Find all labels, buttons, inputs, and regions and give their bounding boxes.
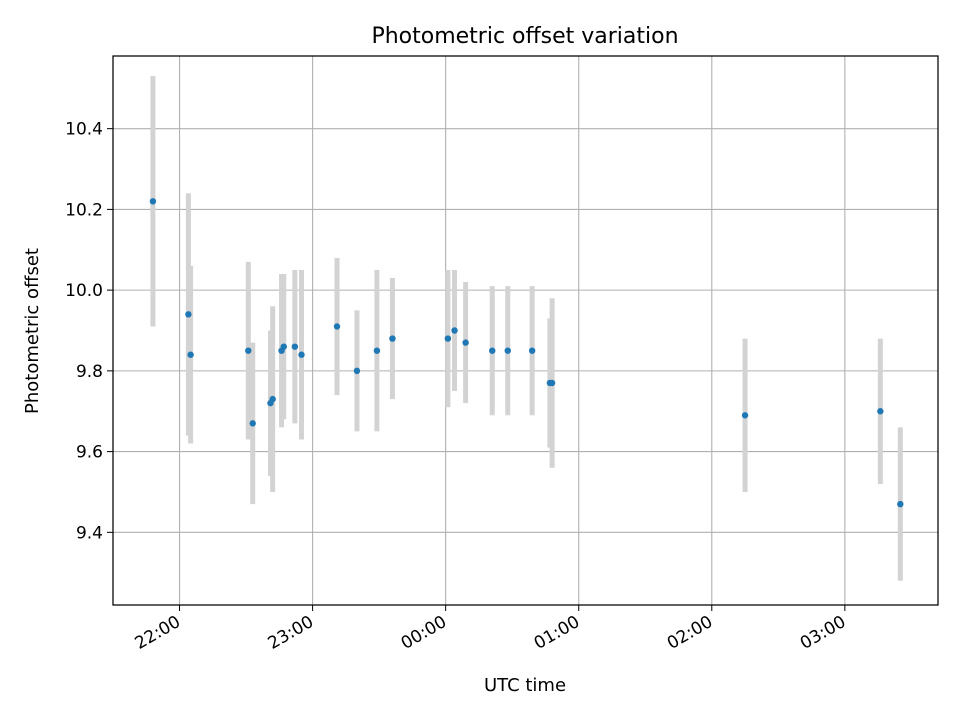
data-point bbox=[333, 323, 341, 330]
y-axis-label: Photometric offset bbox=[22, 248, 43, 414]
data-point bbox=[245, 347, 252, 354]
y-tick-label: 9.6 bbox=[76, 443, 103, 463]
data-point bbox=[489, 347, 496, 354]
x-axis-label: UTC time bbox=[484, 675, 566, 696]
data-point bbox=[185, 311, 192, 318]
data-point bbox=[528, 347, 536, 354]
grid bbox=[113, 56, 938, 605]
data-point bbox=[897, 500, 904, 508]
data-points bbox=[149, 198, 904, 508]
data-point bbox=[444, 335, 452, 342]
chart-title: Photometric offset variation bbox=[371, 24, 678, 49]
y-tick-label: 10.4 bbox=[65, 120, 103, 140]
y-tick-label: 9.8 bbox=[76, 362, 103, 382]
data-point bbox=[187, 351, 194, 358]
data-point bbox=[291, 343, 299, 350]
data-point bbox=[249, 420, 256, 427]
data-point bbox=[373, 347, 381, 354]
data-point bbox=[149, 198, 157, 205]
y-tick-label: 10.2 bbox=[65, 200, 103, 220]
data-point bbox=[741, 412, 749, 419]
data-point bbox=[462, 339, 469, 346]
data-point bbox=[451, 327, 458, 334]
data-point bbox=[298, 351, 305, 358]
data-point bbox=[280, 343, 287, 350]
plot-frame bbox=[112, 55, 939, 606]
y-tick-label: 9.4 bbox=[76, 523, 103, 543]
data-point bbox=[389, 335, 396, 342]
data-point bbox=[353, 367, 361, 375]
data-point bbox=[269, 395, 276, 403]
data-point bbox=[504, 347, 511, 354]
data-point bbox=[548, 379, 556, 387]
data-point bbox=[877, 408, 884, 415]
y-tick-label: 10.0 bbox=[65, 281, 103, 301]
y-ticks: 9.4 9.6 9.8 10.0 10.2 10.4 bbox=[65, 120, 113, 543]
